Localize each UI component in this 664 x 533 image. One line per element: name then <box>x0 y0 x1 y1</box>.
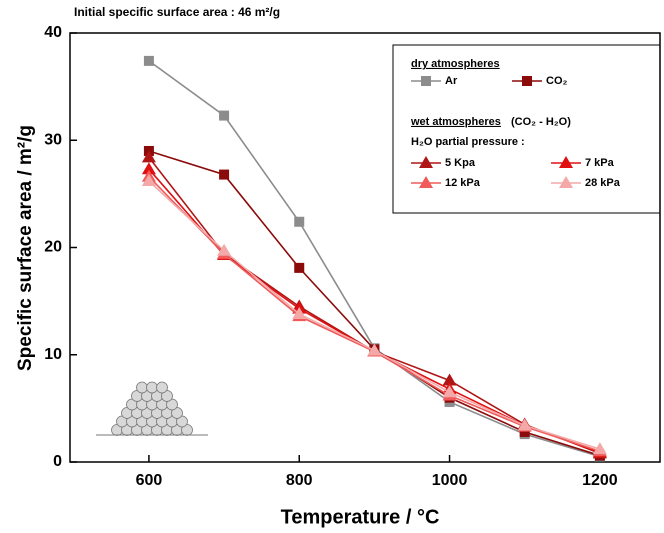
legend-note: (CO₂ - H₂O) <box>511 116 571 128</box>
x-tick-label: 600 <box>136 472 163 489</box>
legend-note: H₂O partial pressure : <box>411 136 525 148</box>
marker <box>419 176 433 188</box>
x-tick-label: 1200 <box>582 472 618 489</box>
marker <box>592 442 607 455</box>
legend-heading: dry atmospheres <box>411 58 500 70</box>
marker <box>421 76 431 86</box>
marker <box>141 162 156 175</box>
marker <box>522 76 532 86</box>
legend-heading: wet atmospheres <box>410 116 501 128</box>
marker <box>367 343 382 356</box>
legend-label: 5 Kpa <box>445 157 476 169</box>
marker <box>519 426 530 437</box>
marker <box>217 243 232 256</box>
marker <box>292 306 307 319</box>
sphere-icon <box>146 381 158 394</box>
legend-label: Ar <box>445 75 458 87</box>
chart-title: Initial specific surface area : 46 m²/g <box>74 5 280 19</box>
legend-label: 28 kPa <box>585 177 621 189</box>
x-axis-label: Temperature / °C <box>281 506 440 528</box>
marker <box>219 110 230 121</box>
marker <box>442 373 457 386</box>
marker <box>143 55 154 66</box>
series-line <box>148 176 601 453</box>
x-tick-label: 1000 <box>432 472 468 489</box>
marker <box>559 176 573 188</box>
y-tick-label: 20 <box>44 239 62 256</box>
sphere-icon <box>136 381 148 394</box>
marker <box>294 262 305 273</box>
y-tick-label: 10 <box>44 346 62 363</box>
marker <box>219 169 230 180</box>
marker <box>141 174 156 187</box>
y-tick-label: 0 <box>53 453 62 470</box>
sphere-icon <box>156 381 168 394</box>
legend-label: 12 kPa <box>445 177 481 189</box>
legend-label: CO₂ <box>546 75 568 87</box>
marker <box>419 156 433 168</box>
y-tick-label: 40 <box>44 24 62 41</box>
y-axis-label: Specific surface area / m²/g <box>15 125 36 371</box>
marker <box>141 150 156 163</box>
legend-box <box>392 44 661 214</box>
marker <box>294 216 305 227</box>
marker <box>517 418 532 431</box>
marker <box>442 385 457 398</box>
legend-label: 7 kPa <box>585 157 615 169</box>
series-line <box>148 180 601 450</box>
x-tick-label: 800 <box>286 472 313 489</box>
y-tick-label: 30 <box>44 131 62 148</box>
marker <box>559 156 573 168</box>
